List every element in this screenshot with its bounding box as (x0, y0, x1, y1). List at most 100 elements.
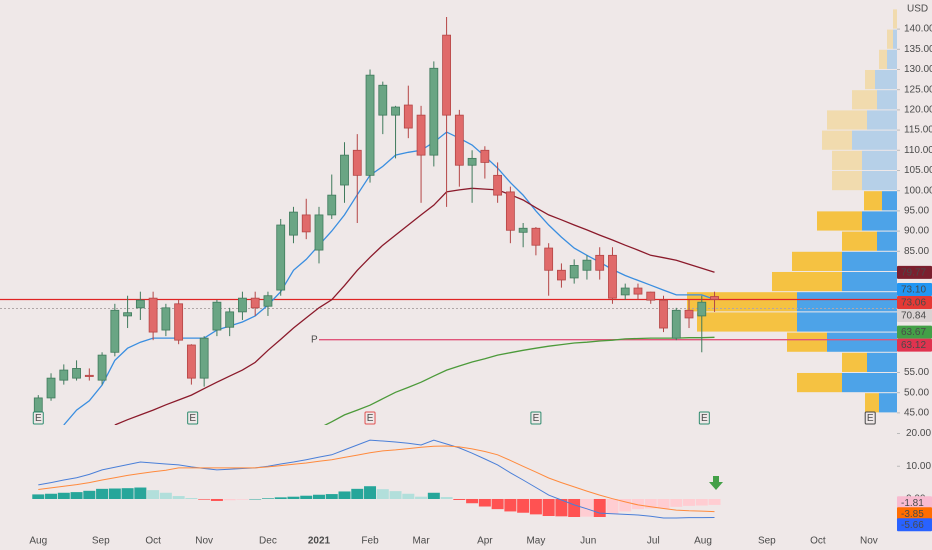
profile-down (842, 372, 897, 393)
candle-body (59, 369, 69, 381)
histogram-bar (121, 488, 134, 499)
profile-up (842, 352, 867, 372)
x-tick-label: Aug (694, 536, 712, 547)
profile-up (787, 332, 827, 352)
profile-down (867, 110, 897, 130)
histogram-bar (606, 498, 619, 515)
x-tick-label: Aug (29, 536, 47, 547)
candle-body (403, 104, 413, 129)
candle-body (378, 84, 388, 116)
profile-up (887, 29, 893, 49)
profile-down (893, 29, 897, 49)
candle-body (289, 211, 298, 236)
price-label: 73.10 (901, 285, 926, 296)
histogram-bar (134, 487, 147, 499)
price-label-bg (897, 338, 932, 352)
y-tick-label: 135.00 (904, 44, 932, 55)
x-tick-label: Sep (758, 536, 776, 547)
profile-down (875, 69, 897, 90)
histogram-bar (644, 498, 657, 509)
histogram-bar (415, 496, 428, 499)
y-tick-label: 20.00 (906, 428, 931, 439)
profile-down (842, 251, 897, 271)
y-tick-label: 120.00 (904, 105, 932, 116)
profile-down (887, 49, 897, 69)
candle-body (314, 214, 324, 251)
candle-body (595, 254, 605, 271)
histogram-bar (657, 498, 670, 509)
moving-average (63, 131, 715, 425)
histogram-bar (440, 497, 453, 499)
earnings-label: E (701, 413, 708, 424)
candle-body (123, 312, 132, 317)
histogram-bar (389, 491, 402, 499)
earnings-label: E (35, 413, 42, 424)
histogram-bar (555, 498, 568, 517)
earnings-marker (698, 411, 710, 425)
histogram-bar (708, 498, 721, 505)
candle-body (365, 74, 375, 176)
profile-down (842, 271, 897, 292)
profile-up (832, 170, 862, 191)
histogram-bar (670, 498, 683, 507)
y-tick-label: 115.00 (904, 125, 932, 136)
profile-down (877, 231, 897, 251)
candle-body (97, 354, 107, 381)
y-tick-label: 125.00 (904, 84, 932, 95)
candle-body (33, 397, 43, 413)
profile-up (772, 271, 842, 292)
profile-up (832, 150, 862, 170)
candle-body (480, 149, 490, 163)
candle-body (340, 154, 349, 186)
earnings-marker (187, 411, 199, 425)
histogram-bar (185, 498, 198, 499)
moving-average (323, 336, 715, 425)
profile-up (852, 90, 877, 110)
y-tick-label: 130.00 (904, 64, 932, 75)
candle-body (671, 309, 681, 339)
candle-body (633, 287, 643, 295)
histogram-bar (325, 494, 338, 499)
histogram-bar (427, 492, 440, 499)
histogram-bar (287, 496, 300, 499)
x-tick-label: Jul (647, 536, 660, 547)
earnings-label: E (867, 413, 874, 424)
earnings-label: E (533, 413, 540, 424)
histogram-bar (593, 498, 606, 517)
y-tick-label: 55.00 (904, 367, 929, 378)
x-tick-label: Nov (860, 536, 878, 547)
profile-down (797, 312, 897, 332)
histogram-bar (147, 490, 160, 499)
histogram-bar (249, 498, 262, 500)
candle-body (544, 247, 554, 271)
profile-up (797, 372, 842, 393)
price-label-bg (897, 295, 932, 309)
price-label: -1.81 (901, 498, 924, 509)
histogram-bar (300, 495, 313, 499)
histogram-bar (96, 488, 109, 499)
candle-body (391, 106, 400, 116)
candle-body (161, 307, 171, 331)
y-tick-label: 140.00 (904, 24, 932, 35)
candle-body (84, 374, 94, 377)
price-label-bg (897, 282, 932, 296)
candle-body (518, 227, 528, 233)
histogram-bar (683, 498, 696, 506)
moving-average (114, 187, 715, 425)
candle-body (186, 344, 196, 379)
candle-body (238, 297, 247, 313)
histogram-bar (338, 491, 351, 499)
candle-body (225, 311, 235, 328)
price-label: 63.12 (901, 340, 926, 351)
histogram-bar (568, 498, 581, 517)
candle-body (493, 174, 503, 196)
candle-body (429, 67, 439, 156)
price-pane: P E E E E E E (0, 9, 897, 425)
price-label: 73.06 (901, 298, 926, 309)
x-tick-label: Dec (259, 536, 277, 547)
candle-body (710, 296, 719, 300)
currency-label: USD (907, 4, 928, 15)
histogram-bar (108, 488, 121, 499)
profile-down (797, 292, 897, 312)
earnings-marker (32, 411, 44, 425)
